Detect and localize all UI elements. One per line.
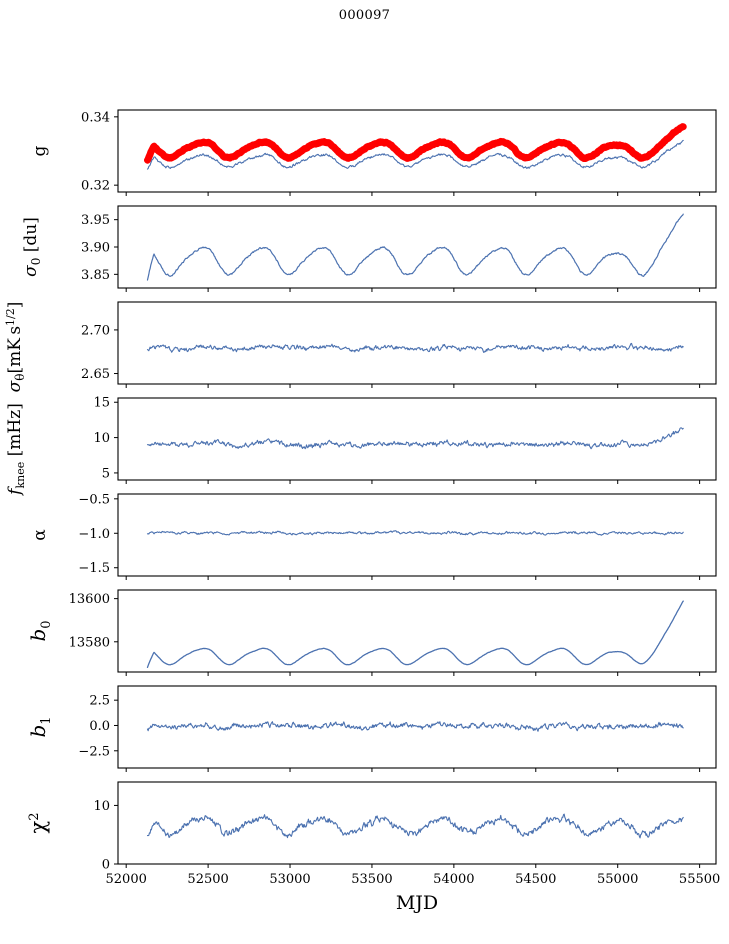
panel-b1: −2.5 0.0 2.5 <box>78 685 717 772</box>
ylabel-g: g <box>30 145 50 156</box>
y-ticklabel-chi2: 0 <box>102 858 110 873</box>
panel-sigma_theta: 2.65 2.70 <box>81 301 717 388</box>
panel-background-sigma_theta <box>118 302 716 384</box>
panel-background-alpha <box>118 494 716 576</box>
panel-frame-sigma_theta <box>117 301 717 385</box>
panel-background-b0 <box>118 590 716 672</box>
y-ticklabel-sigma_theta: 2.65 <box>81 367 110 382</box>
panel-alpha: −1.5 −1.0 −0.5 <box>78 492 717 580</box>
series-sigma-theta <box>146 342 684 353</box>
panel-frame-alpha <box>117 493 717 577</box>
x-axis-label: MJD <box>396 892 438 914</box>
series-g-red-band <box>143 123 687 164</box>
ylabel-chi2: χ2 <box>26 812 50 833</box>
panel-background-f_knee <box>118 398 716 480</box>
series-b0 <box>146 600 684 668</box>
figure-title: 000097 <box>338 8 391 23</box>
y-ticklabel-b1: 0.0 <box>89 719 110 734</box>
x-ticklabel: 52000 <box>106 872 147 887</box>
x-ticklabel: 55500 <box>679 872 720 887</box>
y-ticklabel-chi2: 10 <box>93 799 110 814</box>
y-ticklabel-g: 0.34 <box>81 110 110 125</box>
panel-frame-b0 <box>117 589 717 673</box>
panel-frame-f_knee <box>117 397 717 481</box>
series-b1 <box>146 721 684 732</box>
ylabel-b0: b0 <box>26 620 54 641</box>
y-ticklabel-sigma_theta: 2.70 <box>81 323 110 338</box>
series-g-blue <box>146 139 684 170</box>
panel-frame-g <box>117 109 717 193</box>
series-f-knee <box>146 427 684 450</box>
y-ticklabel-alpha: −0.5 <box>78 492 110 507</box>
panel-f_knee: 5 10 15 <box>93 396 717 484</box>
ylabel-alpha: α <box>30 529 50 541</box>
x-ticklabel: 54000 <box>433 872 474 887</box>
series-alpha <box>146 530 684 536</box>
y-ticklabel-b1: −2.5 <box>78 744 110 759</box>
y-ticklabel-sigma0: 3.95 <box>81 213 110 228</box>
ylabel-f-knee: fknee [mHz] <box>5 403 27 497</box>
panel-background-b1 <box>118 686 716 768</box>
x-ticklabel: 54500 <box>515 872 556 887</box>
ylabel-sigma-theta: σθ[mK s1/2] <box>4 302 27 393</box>
x-ticklabel: 53500 <box>351 872 392 887</box>
panel-background-sigma0 <box>118 206 716 288</box>
panel-g: 0.32 0.34 <box>81 109 717 196</box>
y-ticklabel-alpha: −1.5 <box>78 561 110 576</box>
y-ticklabel-g: 0.32 <box>81 179 110 194</box>
x-ticklabel: 52500 <box>187 872 228 887</box>
panel-background-chi2 <box>118 782 716 864</box>
panel-b0: 13580 13600 <box>69 589 717 676</box>
panel-frame-chi2 <box>117 781 717 865</box>
y-ticklabel-f_knee: 10 <box>93 431 110 446</box>
panel-sigma0: 3.85 3.90 3.95 <box>81 205 717 292</box>
panel-frame-b1 <box>117 685 717 769</box>
y-ticklabel-f_knee: 15 <box>93 396 110 411</box>
panel-chi2: 0 10 52000 52500 53000 53500 54000 54500 55000 55… <box>93 781 720 887</box>
y-ticklabel-b1: 2.5 <box>89 694 110 709</box>
y-ticklabel-b0: 13600 <box>69 592 110 607</box>
x-ticklabel: 53000 <box>269 872 310 887</box>
series-chi2 <box>146 813 684 839</box>
y-ticklabel-b0: 13580 <box>69 635 110 650</box>
ylabel-b1: b1 <box>26 716 54 737</box>
y-ticklabel-sigma0: 3.90 <box>81 241 110 256</box>
x-ticklabel: 55000 <box>597 872 638 887</box>
y-ticklabel-sigma0: 3.85 <box>81 268 110 283</box>
ylabel-sigma0: σ0 [du] <box>21 217 43 277</box>
series-sigma0 <box>146 213 684 281</box>
y-ticklabel-alpha: −1.0 <box>78 527 110 542</box>
y-ticklabel-f_knee: 5 <box>102 466 110 481</box>
